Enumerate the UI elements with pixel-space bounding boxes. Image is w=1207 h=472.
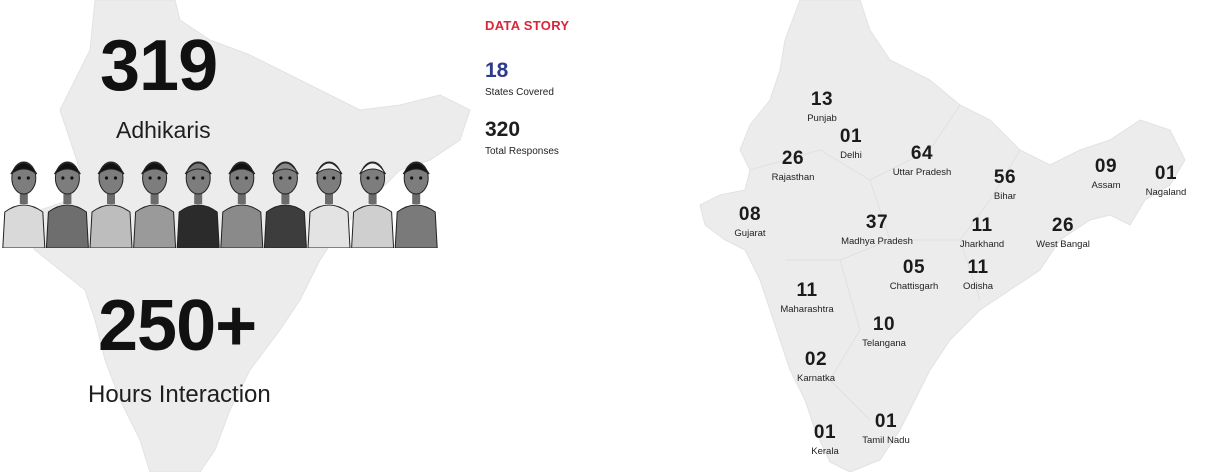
state-count: 09	[1094, 156, 1118, 177]
state-uttar-pradesh: 64 Uttar Pradesh	[893, 144, 952, 178]
state-count: 13	[810, 89, 834, 110]
state-count: 37	[865, 212, 889, 233]
people-illustration	[2, 161, 438, 248]
state-name: Assam	[1091, 180, 1121, 191]
state-name: West Bangal	[1036, 239, 1090, 250]
state-name: Tamil Nadu	[862, 435, 910, 446]
state-count: 64	[910, 143, 934, 164]
person-figure	[220, 161, 264, 248]
state-karnataka: 02 Karnatka	[797, 350, 835, 384]
person-figure	[263, 161, 307, 248]
state-count: 01	[839, 126, 863, 147]
state-count: 10	[872, 314, 896, 335]
state-odisha: 11 Odisha	[963, 258, 993, 292]
state-nagaland: 01 Nagaland	[1146, 164, 1187, 198]
state-jharkhand: 11 Jharkhand	[960, 216, 1004, 250]
state-name: Nagaland	[1145, 187, 1187, 198]
state-count: 02	[804, 349, 828, 370]
state-name: Delhi	[840, 150, 862, 161]
state-name: Odisha	[962, 281, 994, 292]
state-name: Punjab	[807, 113, 837, 124]
state-madhya-pradesh: 37 Madhya Pradesh	[841, 213, 913, 247]
adhikaris-label: Adhikaris	[116, 117, 211, 143]
state-count: 26	[1051, 215, 1075, 236]
state-name: Madhya Pradesh	[841, 236, 913, 247]
state-name: Telangana	[862, 338, 906, 349]
person-figure	[45, 161, 89, 248]
state-west-bengal: 26 West Bangal	[1036, 216, 1090, 250]
state-maharashtra: 11 Maharashtra	[780, 281, 833, 315]
person-figure	[2, 161, 46, 248]
person-figure	[89, 161, 133, 248]
state-name: Jharkhand	[959, 239, 1005, 250]
state-name: Karnatka	[796, 373, 836, 384]
person-figure	[307, 161, 351, 248]
state-bihar: 56 Bihar	[994, 168, 1016, 202]
state-punjab: 13 Punjab	[807, 90, 837, 124]
hours-count: 250+	[98, 286, 257, 366]
state-count: 01	[874, 411, 898, 432]
state-count: 56	[993, 167, 1017, 188]
state-count: 26	[781, 148, 805, 169]
person-figure	[394, 161, 438, 248]
state-name: Rajasthan	[771, 172, 815, 183]
state-delhi: 01 Delhi	[840, 127, 862, 161]
state-count: 01	[813, 422, 837, 443]
state-tamil-nadu: 01 Tamil Nadu	[862, 412, 910, 446]
state-gujarat: 08 Gujarat	[734, 205, 765, 239]
adhikaris-count: 319	[100, 26, 218, 106]
person-figure	[176, 161, 220, 248]
state-name: Uttar Pradesh	[892, 167, 952, 178]
states-covered-label: States Covered	[485, 87, 554, 98]
person-figure	[133, 161, 177, 248]
state-telangana: 10 Telangana	[862, 315, 906, 349]
total-responses-label: Total Responses	[485, 146, 559, 157]
state-name: Gujarat	[734, 228, 766, 239]
state-name: Chattisgarh	[889, 281, 939, 292]
state-kerala: 01 Kerala	[811, 423, 838, 457]
states-covered-count: 18	[485, 59, 509, 82]
state-rajasthan: 26 Rajasthan	[772, 149, 815, 183]
state-name: Maharashtra	[780, 304, 834, 315]
state-count: 01	[1154, 163, 1178, 184]
data-story-title: DATA STORY	[485, 18, 570, 33]
state-count: 11	[967, 257, 989, 278]
state-count: 11	[971, 215, 993, 236]
state-assam: 09 Assam	[1091, 157, 1120, 191]
state-count: 08	[738, 204, 762, 225]
hours-label: Hours Interaction	[88, 381, 271, 408]
india-map-background-right	[699, 0, 1186, 472]
person-figure	[351, 161, 395, 248]
state-name: Bihar	[993, 191, 1017, 202]
state-count: 11	[796, 280, 818, 301]
state-count: 05	[902, 257, 926, 278]
total-responses-count: 320	[485, 118, 521, 141]
state-name: Kerala	[811, 446, 839, 457]
state-chhattisgarh: 05 Chattisgarh	[890, 258, 939, 292]
